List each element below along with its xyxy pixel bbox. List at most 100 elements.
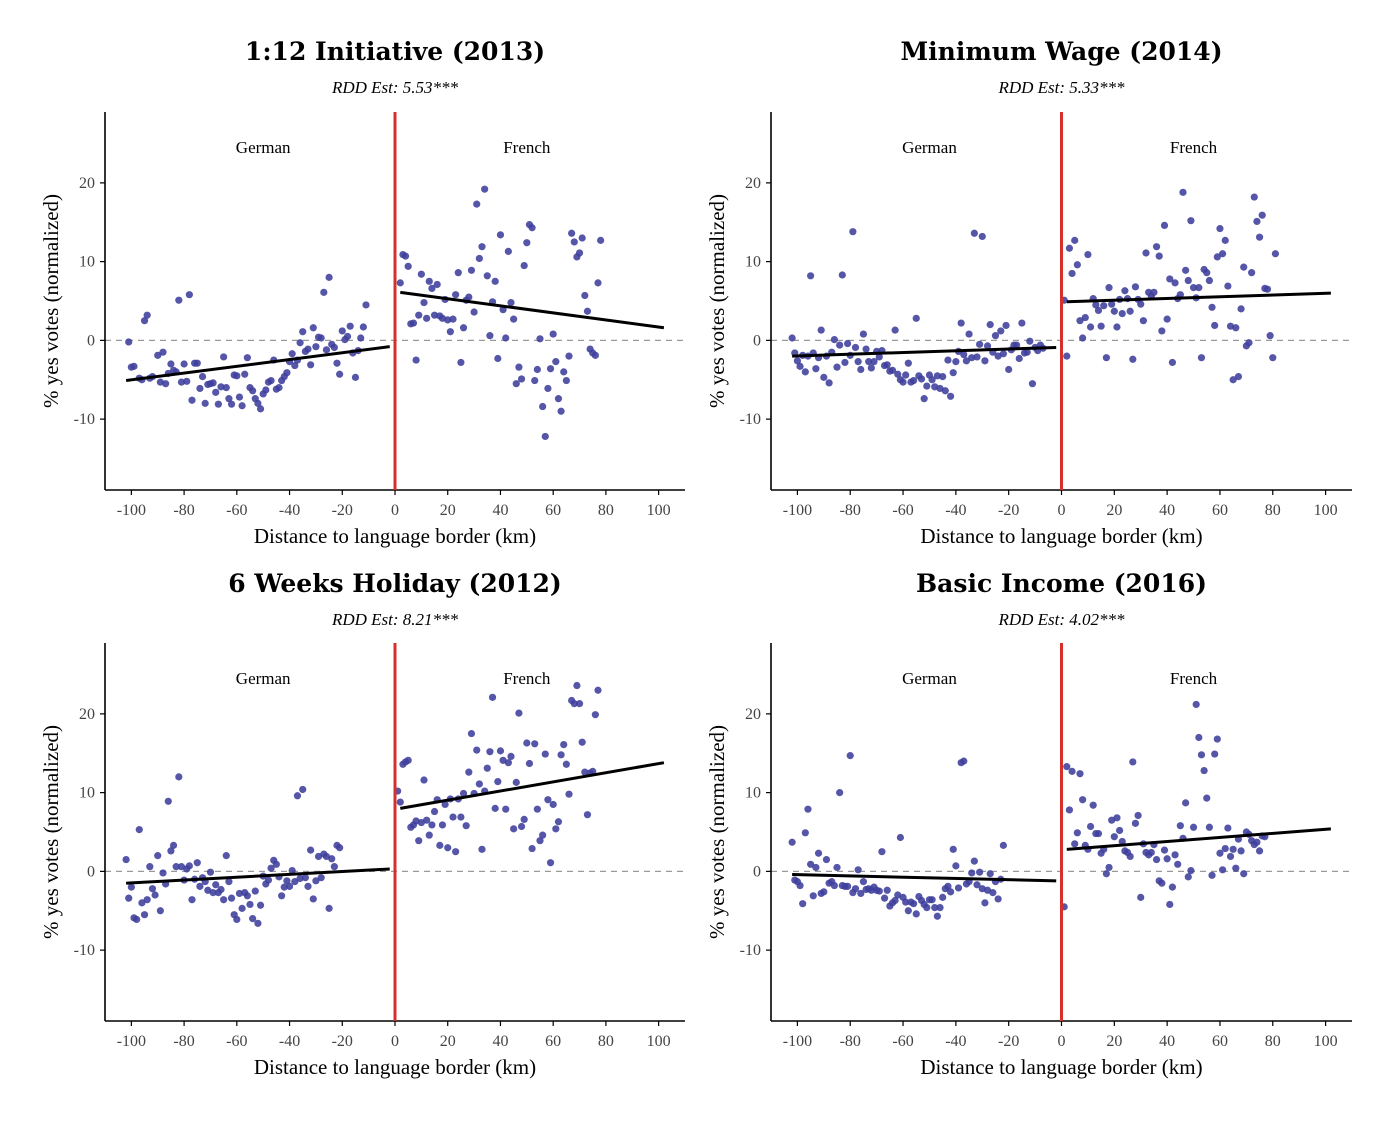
data-point xyxy=(575,249,584,257)
data-point xyxy=(801,829,809,837)
x-tick-label: 20 xyxy=(440,1033,456,1050)
data-point xyxy=(954,884,963,892)
data-point xyxy=(220,896,228,904)
data-point xyxy=(452,848,460,856)
data-point xyxy=(1182,799,1190,807)
data-point xyxy=(1203,794,1211,802)
data-point xyxy=(320,288,328,296)
data-point xyxy=(1208,871,1216,879)
data-point xyxy=(235,393,244,401)
data-point xyxy=(415,311,423,319)
data-point xyxy=(536,335,544,343)
chart-title: Basic Income (2016) xyxy=(916,569,1207,598)
data-point xyxy=(359,323,367,331)
data-point xyxy=(944,356,952,364)
data-point xyxy=(1005,365,1013,374)
data-point xyxy=(533,805,541,813)
data-point xyxy=(1086,822,1095,831)
data-point xyxy=(581,291,589,300)
data-point xyxy=(1110,307,1118,315)
data-point xyxy=(962,357,971,365)
data-point xyxy=(594,686,602,694)
data-point xyxy=(539,402,547,411)
data-point xyxy=(428,821,436,829)
data-point xyxy=(438,821,447,829)
x-tick-label: -20 xyxy=(998,1033,1019,1050)
data-point xyxy=(185,862,193,870)
data-point xyxy=(502,334,510,342)
x-tick-label: 60 xyxy=(545,1033,561,1050)
data-point xyxy=(504,247,512,255)
x-tick-label: 40 xyxy=(1159,1033,1175,1050)
data-point xyxy=(578,738,586,746)
data-point xyxy=(1221,844,1229,853)
y-tick-label: 10 xyxy=(745,785,761,802)
data-point xyxy=(425,831,433,839)
data-point xyxy=(560,740,568,749)
data-point xyxy=(981,899,989,907)
data-point xyxy=(183,377,191,385)
x-tick-label: 80 xyxy=(1265,1033,1281,1050)
data-point xyxy=(973,353,981,361)
data-point xyxy=(809,892,817,900)
data-point xyxy=(549,330,557,338)
data-point xyxy=(541,750,549,758)
data-point xyxy=(894,370,902,378)
region-label-german: German xyxy=(236,138,291,157)
scatter-points xyxy=(788,188,1280,403)
y-tick-label: 10 xyxy=(745,254,761,271)
data-point xyxy=(807,860,815,868)
data-point xyxy=(235,889,244,898)
data-point xyxy=(870,358,878,366)
data-point xyxy=(933,912,941,920)
data-point xyxy=(478,243,486,251)
data-point xyxy=(817,326,825,334)
data-point xyxy=(217,383,225,391)
data-point xyxy=(554,395,563,403)
data-point xyxy=(1065,244,1074,252)
data-point xyxy=(1129,758,1137,766)
x-tick-label: 100 xyxy=(647,1033,671,1050)
data-point xyxy=(560,368,568,376)
data-point xyxy=(1211,750,1219,758)
chart-title: 1:12 Initiative (2013) xyxy=(245,37,545,66)
data-point xyxy=(452,291,460,299)
data-point xyxy=(454,269,462,277)
x-tick-label: -80 xyxy=(173,502,194,519)
data-point xyxy=(167,360,175,368)
data-point xyxy=(999,350,1008,358)
data-point xyxy=(256,405,265,413)
data-point xyxy=(304,345,312,353)
region-label-german: German xyxy=(902,669,957,688)
data-point xyxy=(299,328,307,336)
data-point xyxy=(496,231,505,239)
data-point xyxy=(1168,883,1177,891)
data-point xyxy=(1166,900,1174,909)
data-point xyxy=(217,885,225,894)
data-point xyxy=(473,200,481,208)
x-tick-label: 80 xyxy=(598,1033,614,1050)
y-tick-label: 10 xyxy=(79,785,95,802)
data-point xyxy=(891,896,899,905)
data-point xyxy=(1187,866,1195,875)
data-point xyxy=(515,709,523,717)
data-point xyxy=(433,280,441,289)
data-point xyxy=(923,382,931,390)
data-point xyxy=(1139,317,1147,325)
data-point xyxy=(1131,819,1140,827)
data-point xyxy=(125,894,133,902)
data-point xyxy=(1255,847,1264,855)
data-point xyxy=(946,392,955,400)
x-tick-label: 100 xyxy=(1314,502,1338,519)
data-point xyxy=(833,863,841,872)
data-point xyxy=(565,790,573,798)
data-point xyxy=(317,874,325,882)
data-point xyxy=(836,789,844,797)
y-tick-label: -10 xyxy=(74,411,95,428)
data-point xyxy=(1084,250,1092,259)
data-point xyxy=(262,386,270,394)
data-point xyxy=(859,330,868,338)
data-point xyxy=(883,886,891,894)
data-point xyxy=(849,228,857,236)
data-point xyxy=(222,852,230,860)
